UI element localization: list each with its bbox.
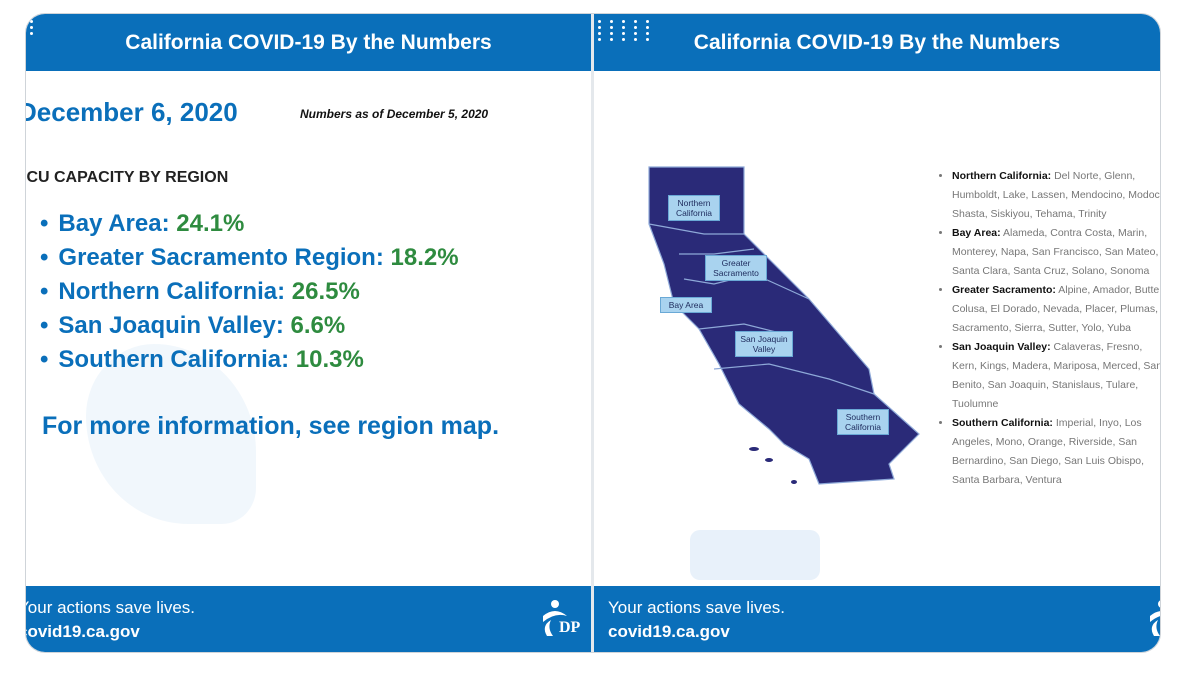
footer-tagline: Your actions save lives. (608, 598, 786, 617)
county-names: Imperial, Inyo, Los Angeles, Mono, Orang… (952, 417, 1145, 486)
map-label-bay-area: Bay Area (660, 297, 712, 313)
channel-island (765, 458, 773, 462)
slide-divider (591, 14, 594, 652)
county-names: Del Norte, Glenn, Humboldt, Lake, Lassen… (952, 170, 1160, 220)
county-list-item: Greater Sacramento: Alpine, Amador, Butt… (952, 281, 1160, 338)
region-item: Greater Sacramento Region: 18.2% (40, 241, 459, 275)
svg-text:DP: DP (559, 619, 581, 636)
region-name: Southern California: (58, 346, 290, 373)
region-name: Northern California: (952, 170, 1052, 182)
map-label-san-joaquin-valley: San Joaquin Valley (735, 331, 793, 357)
slide-footer: Your actions save lives. covid19.ca.gov … (26, 586, 591, 652)
region-item: Northern California: 26.5% (40, 275, 459, 309)
region-name: San Joaquin Valley: (58, 312, 284, 339)
footer-url[interactable]: covid19.ca.gov (26, 622, 140, 641)
map-label-greater-sacramento: Greater Sacramento (705, 255, 767, 281)
cdph-logo-icon (1144, 596, 1160, 644)
county-list-item: San Joaquin Valley: Calaveras, Fresno, K… (952, 338, 1160, 414)
region-item: San Joaquin Valley: 6.6% (40, 309, 459, 343)
background-map-watermark (690, 530, 820, 580)
region-value: 18.2% (390, 244, 459, 271)
slide-header: California COVID-19 By the Numbers (26, 14, 591, 71)
map-label-southern-california: Southern California (837, 409, 889, 435)
as-of-date: Numbers as of December 5, 2020 (300, 107, 489, 121)
image-frame: California COVID-19 By the Numbers Decem… (25, 13, 1161, 653)
channel-island (791, 480, 797, 484)
region-name: Southern California: (952, 417, 1053, 429)
slide-header: California COVID-19 By the Numbers (594, 14, 1160, 71)
section-heading: ICU CAPACITY BY REGION (26, 169, 229, 186)
slide-title: California COVID-19 By the Numbers (693, 31, 1061, 54)
report-date: December 6, 2020 (26, 97, 238, 127)
county-names: Calaveras, Fresno, Kern, Kings, Madera, … (952, 341, 1160, 410)
slide-footer: Your actions save lives. covid19.ca.gov (594, 586, 1160, 652)
region-name: Northern California: (58, 278, 286, 305)
region-name: Greater Sacramento: (952, 284, 1056, 296)
county-names: Alameda, Contra Costa, Marin, Monterey, … (952, 227, 1159, 277)
channel-island (749, 447, 759, 451)
county-names: Alpine, Amador, Butte, Colusa, El Dorado… (952, 284, 1160, 334)
county-list-item: Southern California: Imperial, Inyo, Los… (952, 414, 1160, 490)
region-value: 24.1% (176, 210, 245, 237)
dots-decoration-icon (598, 20, 655, 41)
region-capacity-list: Bay Area: 24.1% Greater Sacramento Regio… (40, 207, 459, 377)
region-name: Greater Sacramento Region: (58, 244, 384, 271)
region-name: Bay Area: (952, 227, 1001, 239)
region-value: 10.3% (295, 346, 364, 373)
cdph-logo-icon: DP (537, 596, 587, 644)
icu-capacity-slide: California COVID-19 By the Numbers Decem… (26, 14, 591, 652)
region-map-slide: California COVID-19 By the Numbers North… (594, 14, 1160, 652)
county-list-item: Northern California: Del Norte, Glenn, H… (952, 167, 1160, 224)
region-value: 26.5% (291, 278, 360, 305)
region-name: San Joaquin Valley: (952, 341, 1051, 353)
region-map-link[interactable]: For more information, see region map. (42, 412, 500, 440)
region-value: 6.6% (290, 312, 346, 339)
county-list-item: Bay Area: Alameda, Contra Costa, Marin, … (952, 224, 1160, 281)
footer-url[interactable]: covid19.ca.gov (608, 622, 730, 641)
region-name: Bay Area: (58, 210, 170, 237)
footer-tagline: Your actions save lives. (26, 598, 196, 617)
region-county-list: Northern California: Del Norte, Glenn, H… (942, 167, 1160, 490)
slide-title: California COVID-19 By the Numbers (125, 31, 492, 54)
region-item: Southern California: 10.3% (40, 343, 459, 377)
map-label-northern-california: Northern California (668, 195, 720, 221)
region-item: Bay Area: 24.1% (40, 207, 459, 241)
dots-decoration-icon (30, 20, 39, 35)
